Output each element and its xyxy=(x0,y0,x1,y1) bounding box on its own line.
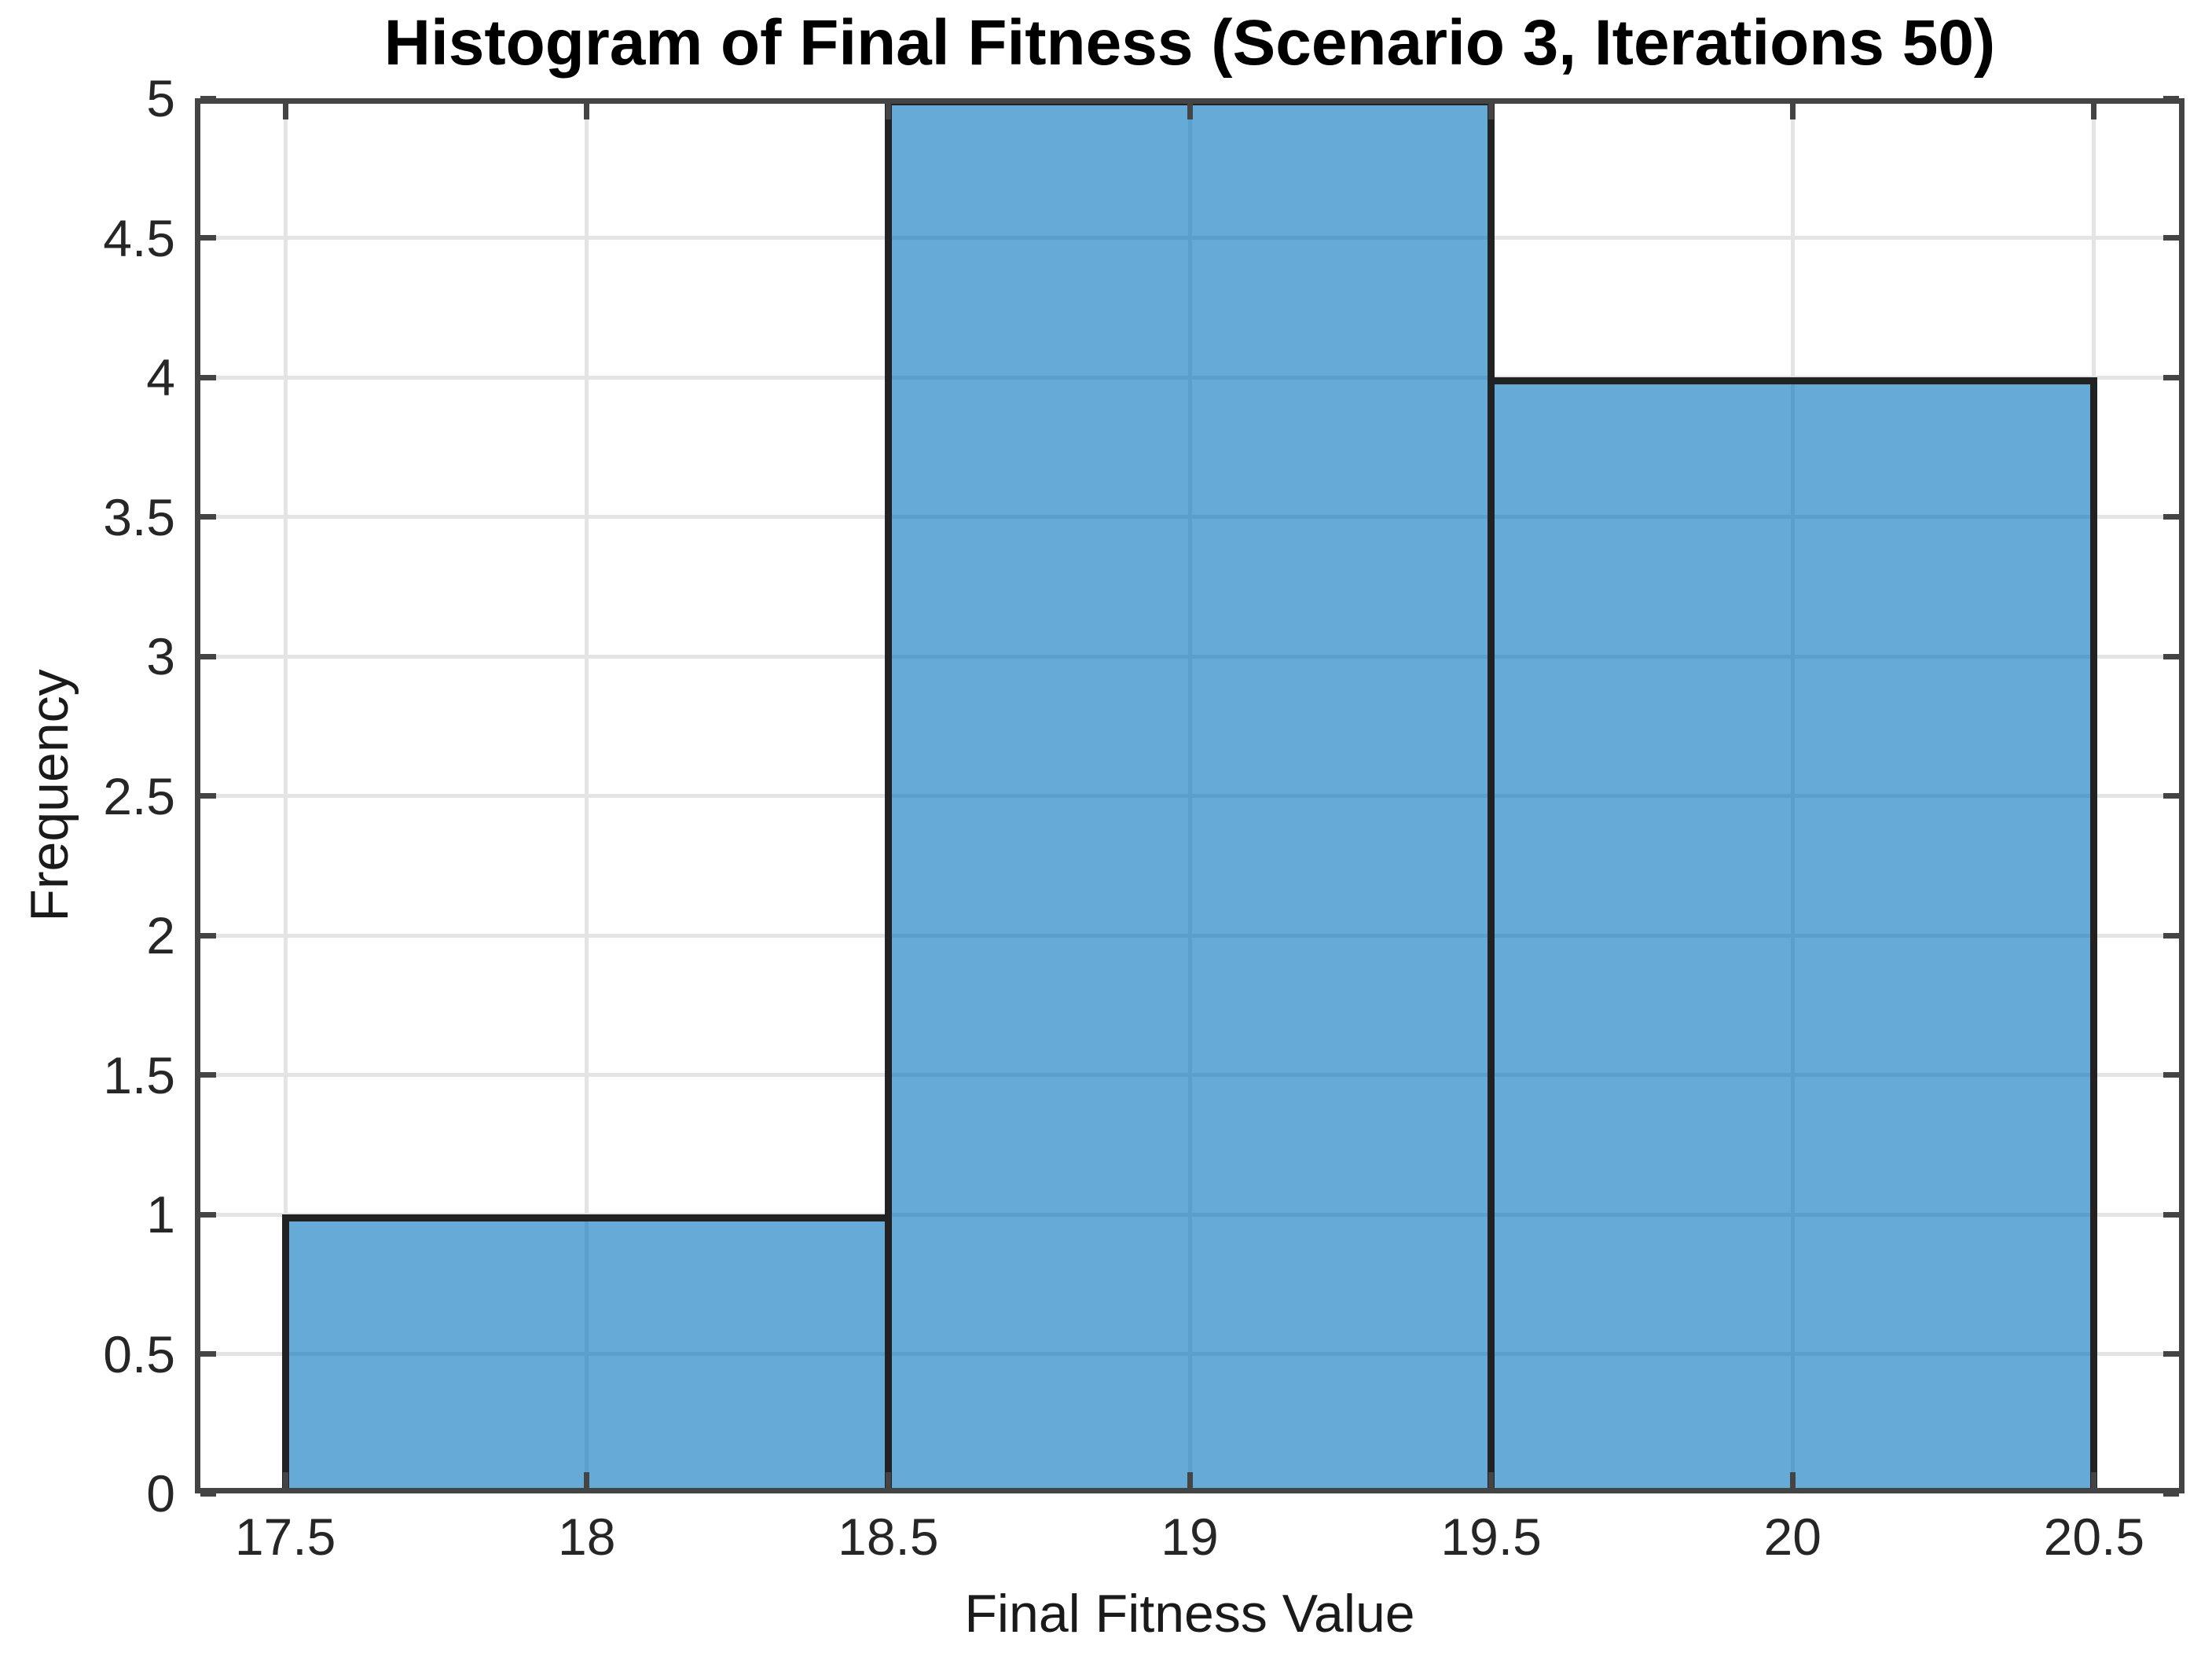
histogram-bar xyxy=(884,98,1495,1493)
y-tick-mark-right xyxy=(2163,1072,2179,1078)
x-tick-label: 20 xyxy=(1763,1508,1821,1566)
y-tick-label: 0.5 xyxy=(103,1324,175,1383)
plot-area xyxy=(195,95,2184,1497)
histogram-bar xyxy=(1488,377,2098,1493)
y-tick-label: 1.5 xyxy=(103,1045,175,1104)
x-tick-mark-bottom xyxy=(1488,1472,1495,1488)
y-tick-mark-right xyxy=(2163,1351,2179,1357)
x-axis-label: Final Fitness Value xyxy=(964,1584,1415,1644)
x-tick-mark-top xyxy=(1488,104,1495,119)
x-tick-mark-bottom xyxy=(1789,1472,1796,1488)
y-tick-mark-left xyxy=(200,1211,216,1218)
x-tick-mark-top xyxy=(1187,104,1193,119)
y-tick-mark-left xyxy=(200,1072,216,1078)
x-tick-label: 19 xyxy=(1161,1508,1219,1566)
x-tick-label: 18.5 xyxy=(838,1508,939,1566)
y-tick-label: 2.5 xyxy=(103,766,175,825)
y-tick-mark-right xyxy=(2163,374,2179,380)
y-tick-mark-right xyxy=(2163,1211,2179,1218)
x-tick-mark-top xyxy=(885,104,891,119)
x-tick-mark-top xyxy=(2091,104,2097,119)
histogram-bar xyxy=(281,1214,892,1493)
y-tick-mark-right xyxy=(2163,932,2179,939)
y-tick-label: 1 xyxy=(146,1185,175,1243)
chart-title: Histogram of Final Fitness (Scenario 3, … xyxy=(383,7,1996,79)
y-tick-mark-left xyxy=(200,95,216,101)
y-tick-mark-right xyxy=(2163,1490,2179,1497)
y-tick-mark-right xyxy=(2163,95,2179,101)
x-tick-mark-bottom xyxy=(885,1472,891,1488)
y-tick-label: 0 xyxy=(146,1464,175,1523)
y-tick-mark-left xyxy=(200,1490,216,1497)
y-tick-label: 2 xyxy=(146,906,175,964)
y-tick-label: 3 xyxy=(146,627,175,685)
y-tick-mark-right xyxy=(2163,793,2179,799)
y-tick-mark-left xyxy=(200,653,216,659)
y-tick-mark-left xyxy=(200,793,216,799)
y-tick-label: 4 xyxy=(146,348,175,406)
x-tick-label: 19.5 xyxy=(1440,1508,1542,1566)
y-tick-mark-left xyxy=(200,1351,216,1357)
x-tick-label: 17.5 xyxy=(234,1508,336,1566)
x-tick-mark-bottom xyxy=(2091,1472,2097,1488)
y-tick-mark-right xyxy=(2163,514,2179,520)
y-tick-mark-right xyxy=(2163,653,2179,659)
x-tick-label: 20.5 xyxy=(2043,1508,2145,1566)
y-tick-label: 3.5 xyxy=(103,487,175,546)
x-tick-mark-bottom xyxy=(584,1472,590,1488)
y-tick-mark-left xyxy=(200,374,216,380)
x-tick-mark-top xyxy=(282,104,288,119)
x-tick-mark-bottom xyxy=(1187,1472,1193,1488)
y-tick-mark-left xyxy=(200,235,216,241)
x-tick-mark-bottom xyxy=(282,1472,288,1488)
y-tick-label: 4.5 xyxy=(103,208,175,267)
y-tick-mark-left xyxy=(200,932,216,939)
y-tick-mark-right xyxy=(2163,235,2179,241)
y-tick-label: 5 xyxy=(146,69,175,127)
x-tick-mark-top xyxy=(1789,104,1796,119)
y-tick-mark-left xyxy=(200,514,216,520)
x-tick-mark-top xyxy=(584,104,590,119)
x-tick-label: 18 xyxy=(558,1508,616,1566)
